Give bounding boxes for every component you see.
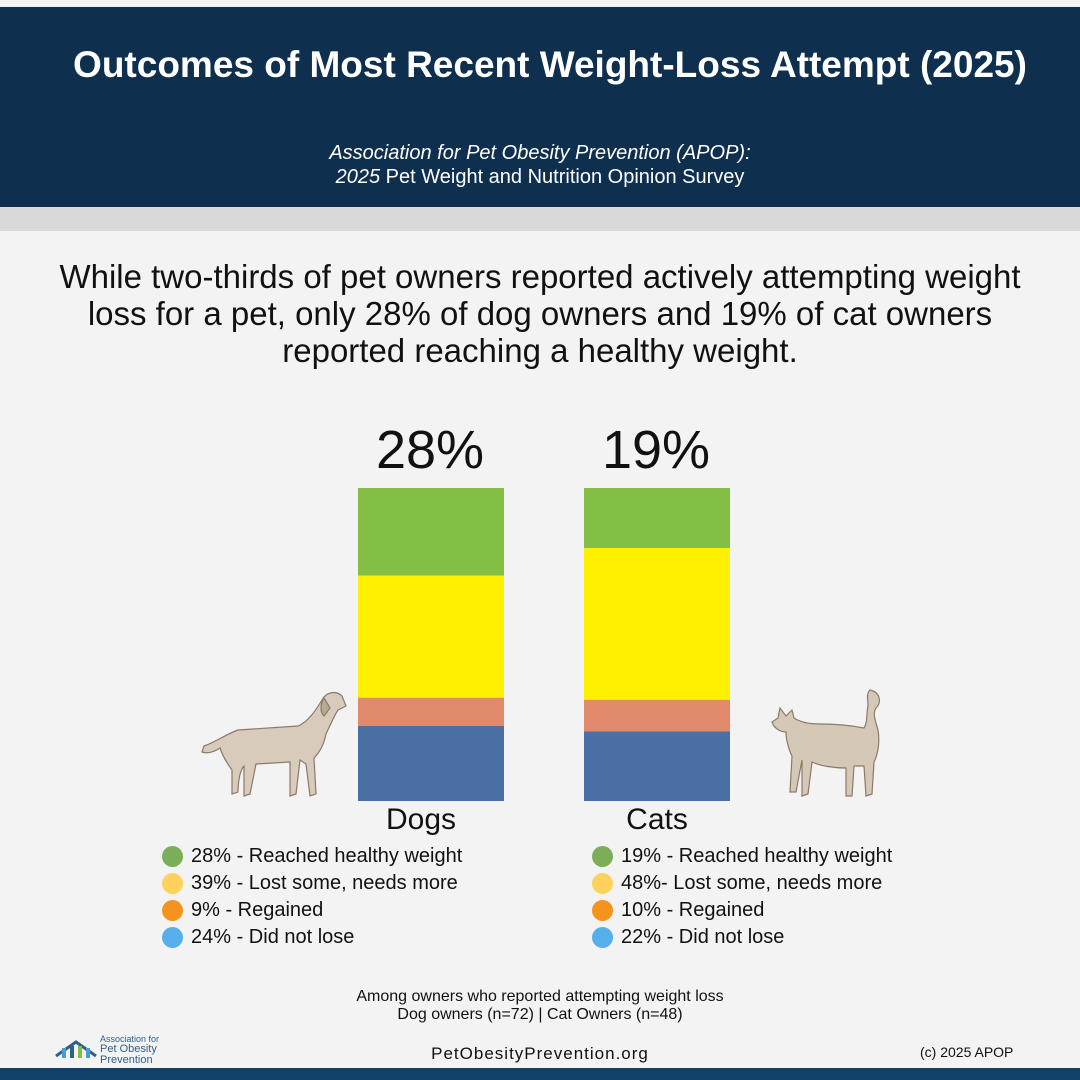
header-banner: Outcomes of Most Recent Weight-Loss Atte… (0, 7, 1080, 207)
cats-category-label: Cats (626, 803, 688, 836)
grey-divider (0, 207, 1080, 231)
bar-segment-cats-3 (584, 731, 730, 801)
cats-legend-label: 22% - Did not lose (621, 926, 785, 948)
bar-segment-cats-2 (584, 699, 730, 732)
legend-dot-icon (162, 900, 183, 921)
cats-legend-item: 48%- Lost some, needs more (592, 870, 892, 897)
headline-text: While two-thirds of pet owners reported … (59, 258, 1021, 369)
logo-icon (55, 1040, 97, 1058)
cat-illustration (771, 689, 880, 797)
dogs-legend-item: 9% - Regained (162, 897, 462, 924)
bar-segment-dogs-0 (358, 488, 504, 576)
cats-legend-label: 10% - Regained (621, 899, 765, 921)
legend-dot-icon (592, 900, 613, 921)
dogs-legend-label: 24% - Did not lose (191, 926, 355, 948)
top-band (0, 0, 1080, 7)
bottom-band (0, 1068, 1080, 1080)
dogs-legend-item: 24% - Did not lose (162, 924, 462, 951)
cats-legend-item: 19% - Reached healthy weight (592, 843, 892, 870)
subtitle-line1: Association for Pet Obesity Prevention (… (329, 142, 751, 164)
dogs-legend-label: 39% - Lost some, needs more (191, 872, 458, 894)
dog-illustration (201, 691, 347, 797)
cats-legend-label: 19% - Reached healthy weight (621, 845, 893, 867)
bar-segment-cats-0 (584, 488, 730, 549)
subtitle-line2: Pet Weight and Nutrition Opinion Survey (380, 166, 745, 188)
dogs-legend-item: 28% - Reached healthy weight (162, 843, 462, 870)
cats-legend-item: 22% - Did not lose (592, 924, 892, 951)
bar-segment-dogs-3 (358, 725, 504, 801)
dogs-legend: 28% - Reached healthy weight 39% - Lost … (162, 843, 462, 951)
chart-title: Outcomes of Most Recent Weight-Loss Atte… (73, 44, 1027, 85)
logo-line2: Pet Obesity (100, 1043, 157, 1055)
bar-segment-dogs-2 (358, 697, 504, 726)
bar-segment-cats-1 (584, 548, 730, 700)
cats-top-label: 19% (601, 420, 711, 480)
dogs-legend-item: 39% - Lost some, needs more (162, 870, 462, 897)
copyright-text: (c) 2025 APOP (920, 1044, 1014, 1060)
website-link[interactable]: PetObesityPrevention.org (431, 1044, 649, 1063)
legend-dot-icon (162, 873, 183, 894)
dogs-legend-label: 28% - Reached healthy weight (191, 845, 463, 867)
legend-dot-icon (162, 927, 183, 948)
note-line2: Dog owners (n=72) | Cat Owners (n=48) (397, 1006, 683, 1023)
cats-legend: 19% - Reached healthy weight 48%- Lost s… (592, 843, 892, 951)
dogs-category-label: Dogs (385, 803, 457, 836)
note-line1: Among owners who reported attempting wei… (356, 988, 724, 1005)
legend-dot-icon (592, 873, 613, 894)
logo-text: Association for Pet Obesity Prevention (100, 1034, 159, 1066)
chart-subtitle: Association for Pet Obesity Prevention (… (150, 141, 930, 189)
subtitle-year: 2025 (335, 166, 381, 188)
dogs-top-label: 28% (375, 420, 485, 480)
legend-dot-icon (592, 927, 613, 948)
bar-segment-dogs-1 (358, 575, 504, 698)
logo-line3: Prevention (100, 1054, 153, 1066)
sample-note: Among owners who reported attempting wei… (290, 988, 790, 1024)
logo-line1: Association for (100, 1034, 160, 1044)
cats-legend-item: 10% - Regained (592, 897, 892, 924)
dogs-legend-label: 9% - Regained (191, 899, 324, 921)
legend-dot-icon (162, 846, 183, 867)
apop-logo: Association for Pet Obesity Prevention (54, 1034, 194, 1066)
cats-legend-label: 48%- Lost some, needs more (621, 872, 883, 894)
legend-dot-icon (592, 846, 613, 867)
